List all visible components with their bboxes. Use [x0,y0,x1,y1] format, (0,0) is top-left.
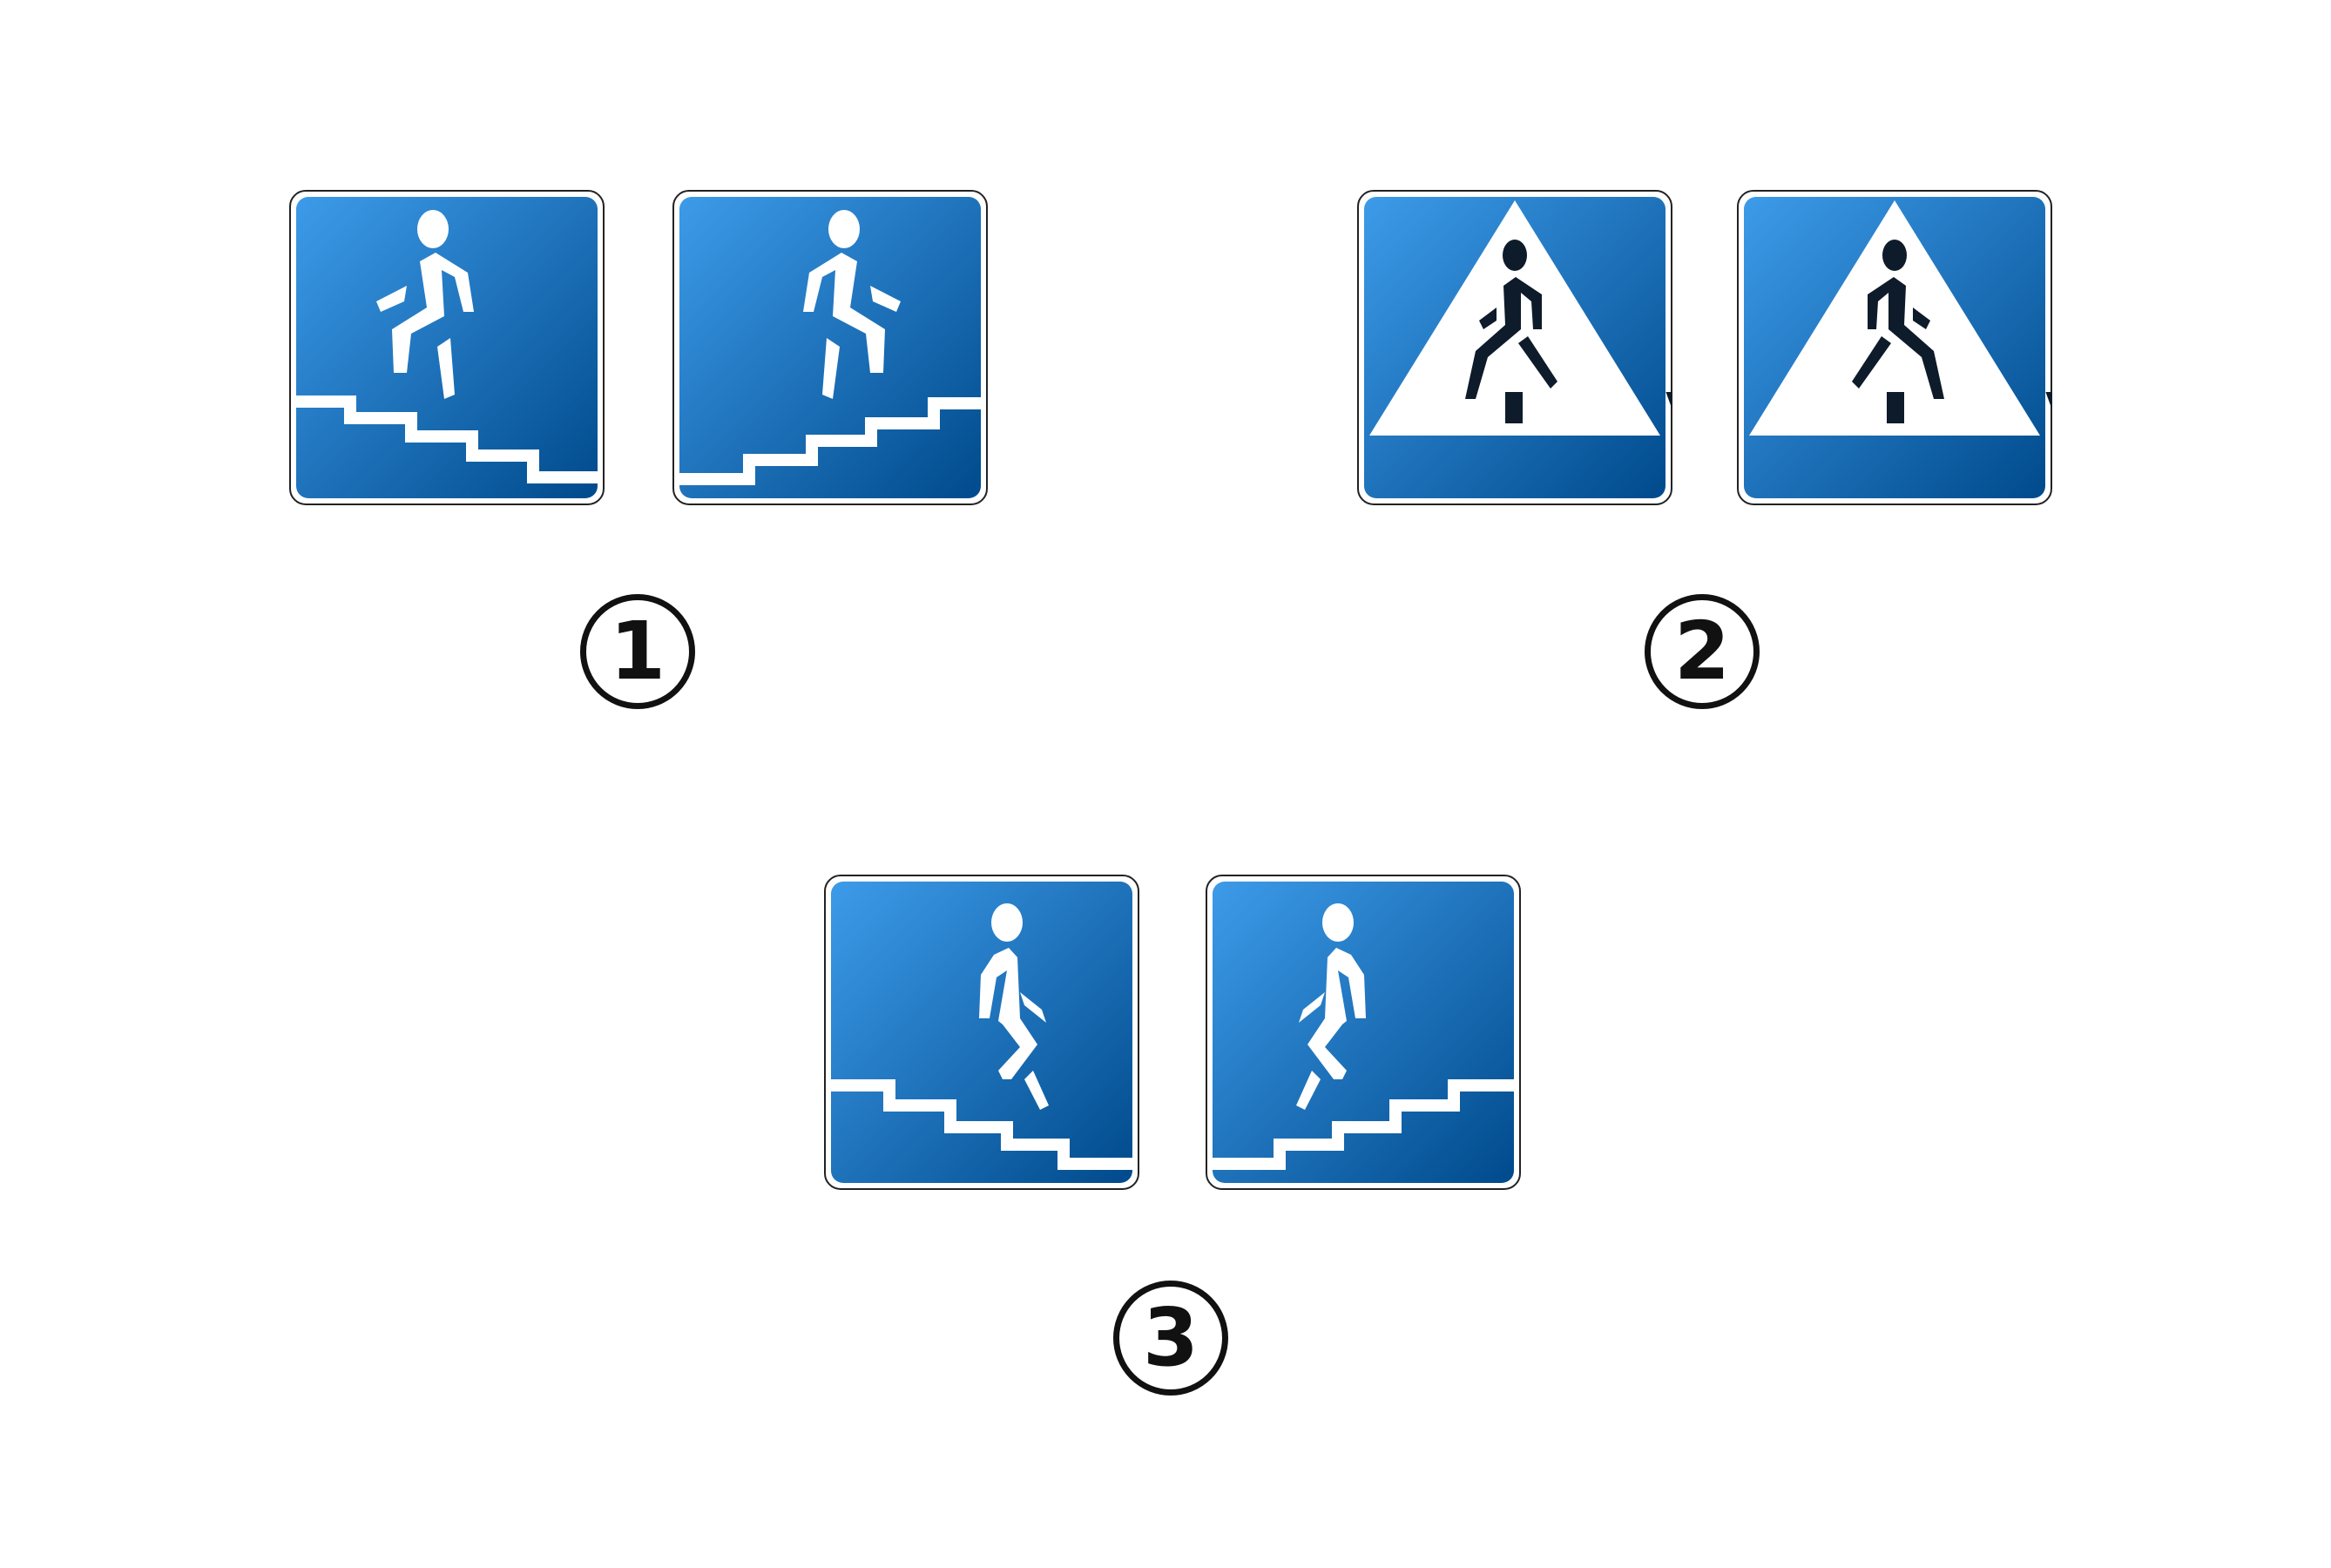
group-number-1: 1 [580,594,695,709]
sign-pedestrian-crossing-right [1357,190,1672,505]
sign-pedestrian-crossing-left [1737,190,2052,505]
sign-underpass-up [289,190,605,505]
sign-underpass-down [672,190,988,505]
group-number-2: 2 [1645,594,1760,709]
sign-overpass-down [824,875,1139,1190]
group-number-3: 3 [1113,1281,1228,1396]
sign-overpass-up [1206,875,1521,1190]
